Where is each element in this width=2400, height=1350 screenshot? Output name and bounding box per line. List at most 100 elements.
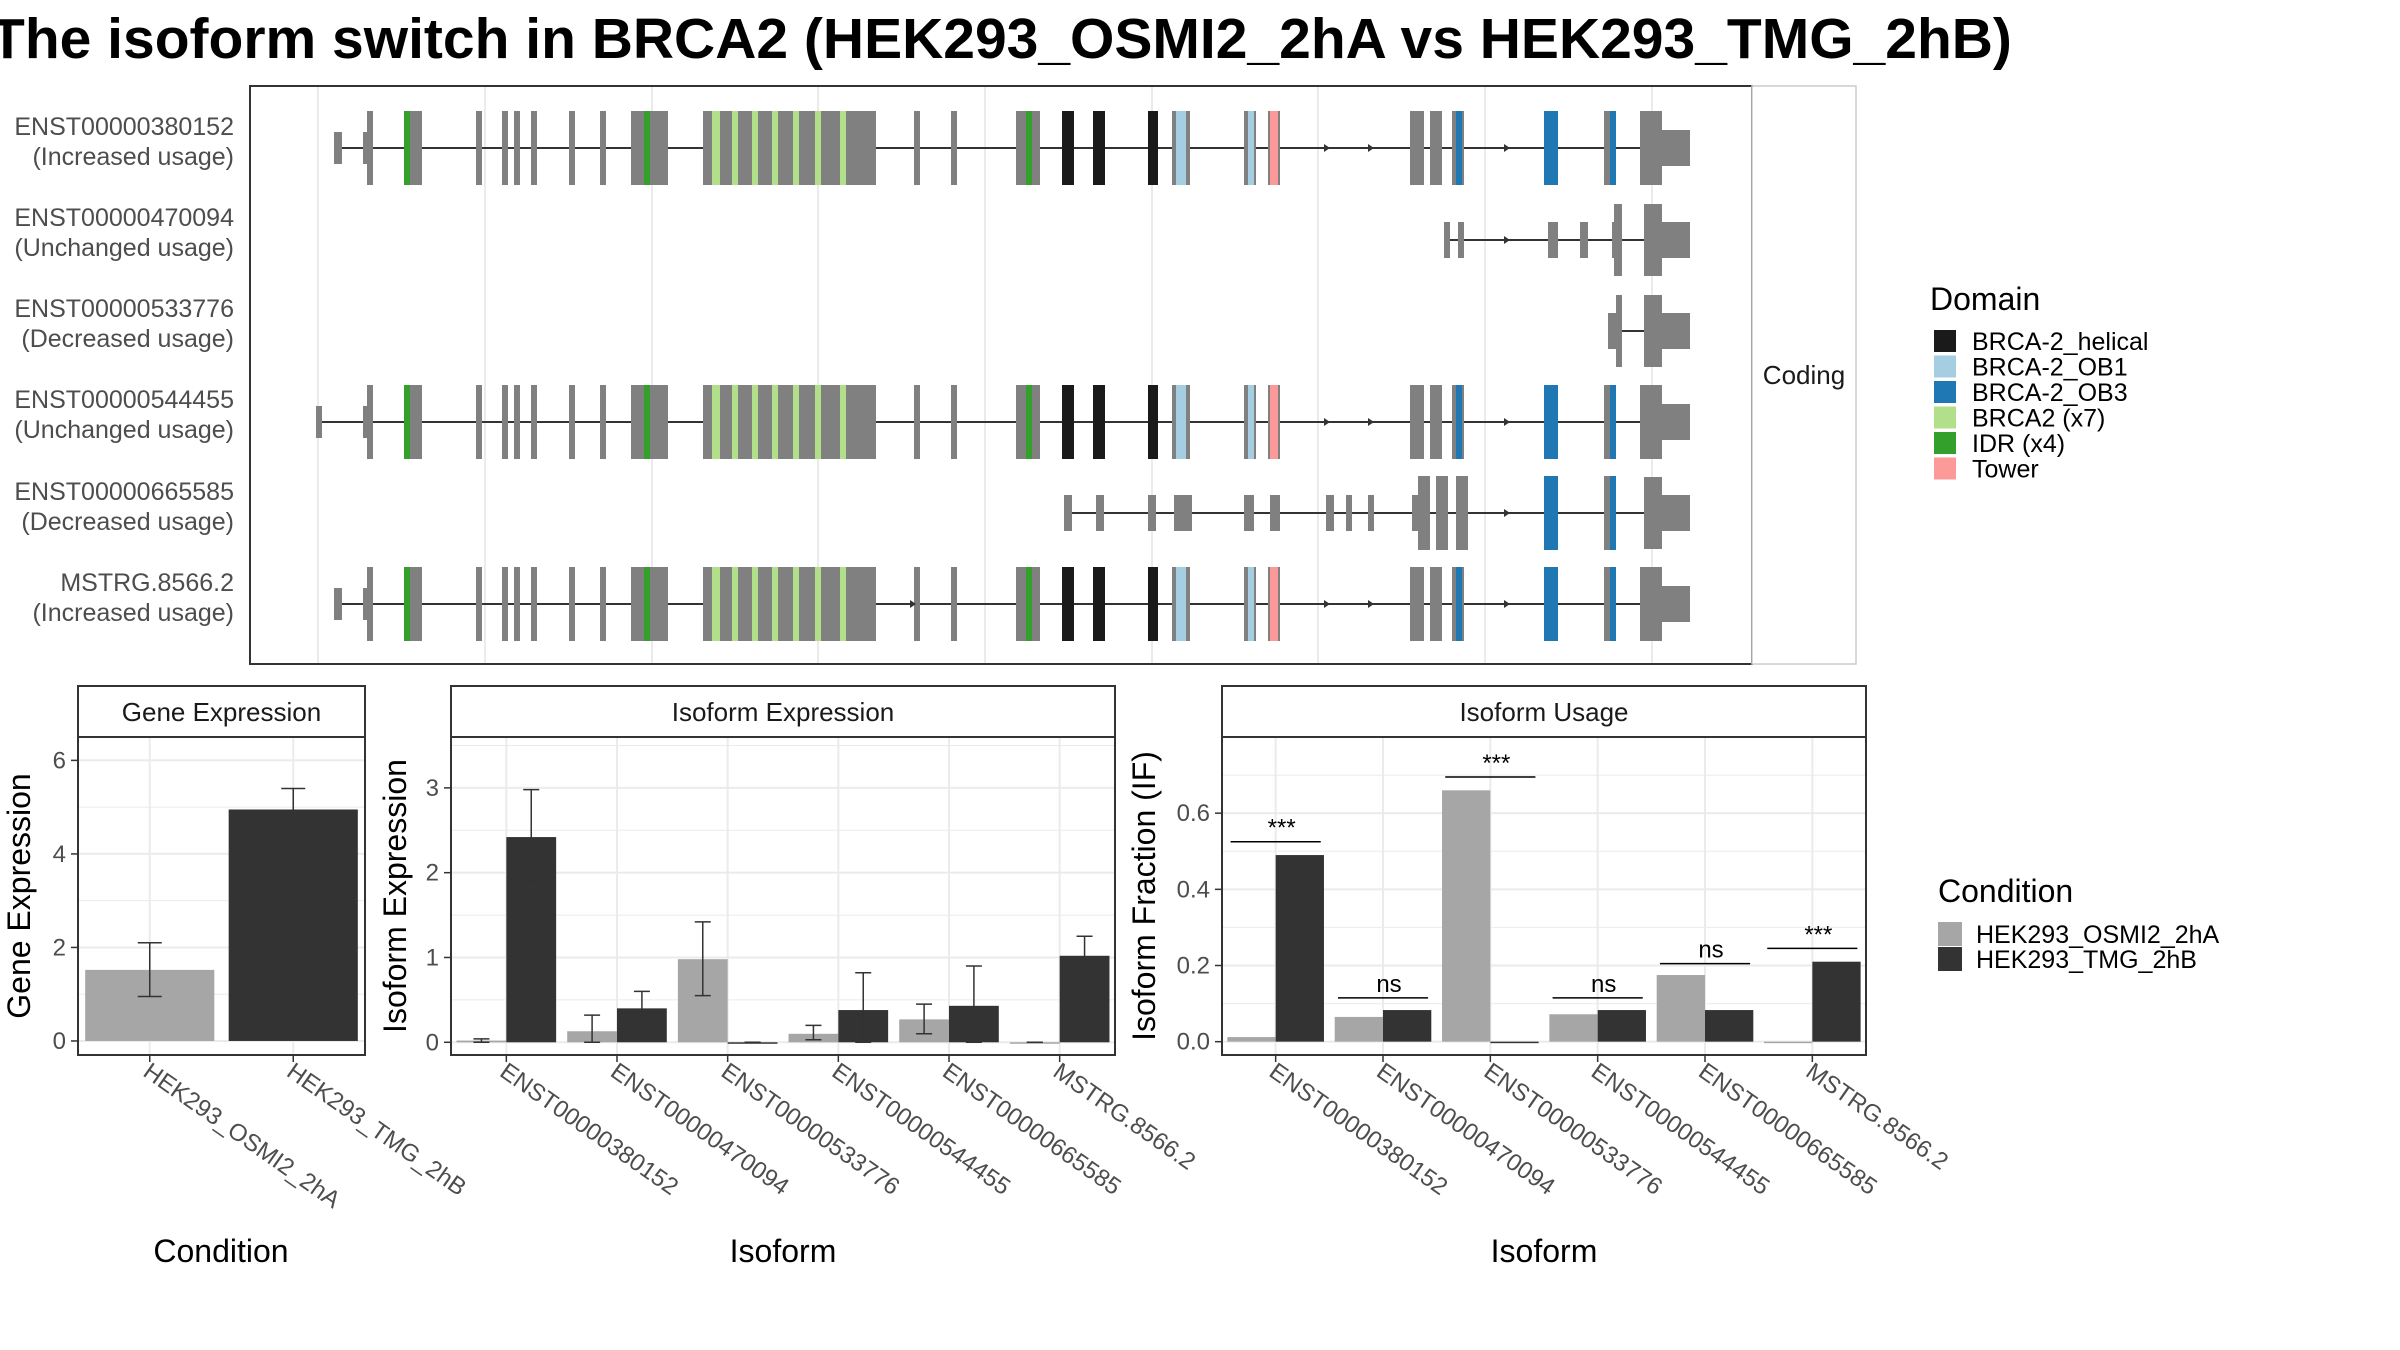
- transcript-rows: ENST00000380152(Increased usage)ENST0000…: [14, 111, 1690, 641]
- y-axis-title: Gene Expression: [1, 773, 37, 1018]
- domain-box: [772, 111, 778, 185]
- exon-box: [914, 567, 920, 641]
- domain-box: [732, 111, 738, 185]
- domain-box: [1026, 567, 1032, 641]
- domain-box: [1544, 385, 1558, 459]
- y-tick-label: 0.4: [1177, 876, 1210, 903]
- domain-legend-item: BRCA-2_helical: [1934, 328, 2148, 356]
- y-tick-label: 4: [53, 841, 66, 868]
- bar: [1275, 855, 1324, 1042]
- domain-box: [793, 111, 799, 185]
- exon-box: [914, 385, 920, 459]
- domain-legend-item: BRCA-2_OB3: [1934, 379, 2128, 407]
- transcript-row: ENST00000533776(Decreased usage): [14, 295, 1690, 367]
- exon-box: [367, 567, 373, 641]
- domain-box: [1248, 385, 1254, 459]
- exon-box: [1368, 495, 1374, 531]
- strand-arrow: [1368, 144, 1374, 152]
- transcript-usage-label: (Increased usage): [32, 143, 234, 171]
- chart-title: Isoform Expression: [672, 697, 895, 727]
- y-tick-label: 3: [426, 775, 439, 802]
- y-axis-title: Isoform Fraction (IF): [1126, 751, 1162, 1041]
- exon-box: [363, 132, 369, 164]
- domain-legend-item: IDR (x4): [1934, 430, 2065, 458]
- exon-box: [476, 385, 482, 459]
- exon-box: [531, 385, 537, 459]
- bar-charts: Gene Expression0246HEK293_OSMI2_2hAHEK29…: [1, 685, 1953, 1269]
- exon-box: [1418, 476, 1430, 550]
- exon-box: [951, 385, 957, 459]
- domain-box: [712, 385, 720, 459]
- domain-box: [1544, 567, 1558, 641]
- domain-box: [815, 385, 821, 459]
- exon-box: [1326, 495, 1334, 531]
- plot-border: [1221, 736, 1867, 1056]
- domain-box: [1062, 385, 1074, 459]
- chart-2: Isoform Usage *** ns *** ns ns *** 0.0 0.2 0.4 0.6…: [1126, 685, 1953, 1269]
- transcript-id-label: ENST00000380152: [14, 113, 234, 141]
- transcript-id-label: ENST00000470094: [14, 204, 234, 232]
- domain-box: [1248, 111, 1254, 185]
- domain-box: [1026, 385, 1032, 459]
- exon-box: [703, 567, 876, 641]
- exon-box: [531, 111, 537, 185]
- legend-swatch: [1938, 947, 1962, 971]
- exon-box: [569, 111, 575, 185]
- transcript-usage-label: (Decreased usage): [21, 508, 234, 536]
- exon-box: [600, 385, 606, 459]
- chart-strip: [450, 685, 1116, 738]
- exon-box: [1616, 295, 1622, 367]
- legend-swatch: [1938, 922, 1962, 946]
- domain-box: [1148, 385, 1158, 459]
- domain-box: [1176, 567, 1186, 641]
- domain-box: [644, 385, 650, 459]
- plot-area: [451, 737, 1115, 1055]
- domain-box: [1093, 111, 1105, 185]
- transcript-usage-label: (Increased usage): [32, 599, 234, 627]
- significance-marker: ***: [1230, 815, 1321, 843]
- exon-box: [502, 385, 508, 459]
- legend-label: BRCA-2_helical: [1972, 328, 2148, 356]
- bar: [1334, 1016, 1383, 1042]
- exon-box: [476, 567, 482, 641]
- utr-box: [1660, 586, 1690, 622]
- x-tick-label: ENST00000665585: [938, 1058, 1126, 1201]
- transcript-row: ENST00000380152(Increased usage): [14, 111, 1690, 185]
- y-tick-label: 0: [426, 1029, 439, 1056]
- y-tick-label: 2: [53, 934, 66, 961]
- domain-box: [1176, 385, 1186, 459]
- strand-arrow: [1504, 600, 1510, 608]
- domain-legend-item: BRCA2 (x7): [1934, 405, 2105, 433]
- domain-box: [1544, 476, 1558, 550]
- domain-box: [1456, 385, 1462, 459]
- exon-box: [367, 385, 373, 459]
- transcript-usage-label: (Decreased usage): [21, 325, 234, 353]
- facet-strip: [1751, 85, 1857, 665]
- legend-label: IDR (x4): [1972, 430, 2065, 458]
- significance-marker: ns: [1659, 937, 1751, 965]
- strand-arrow: [1504, 144, 1510, 152]
- transcript-id-label: ENST00000544455: [14, 386, 234, 414]
- exon-box: [334, 588, 342, 620]
- exon-box: [569, 567, 575, 641]
- bar: [1597, 1010, 1646, 1042]
- exon-box: [600, 111, 606, 185]
- y-tick-label: 0.6: [1177, 800, 1210, 827]
- exon-box: [514, 567, 520, 641]
- significance-marker: ns: [1337, 971, 1429, 999]
- domain-box: [752, 111, 758, 185]
- significance-marker: ***: [1445, 750, 1536, 778]
- exon-box: [1174, 495, 1192, 531]
- exon-box: [363, 588, 369, 620]
- chart-strip: [77, 685, 366, 738]
- domain-box: [1610, 476, 1616, 550]
- domain-box: [1610, 111, 1616, 185]
- facet-label-coding: Coding: [1763, 360, 1845, 390]
- legend-label: BRCA2 (x7): [1972, 405, 2105, 433]
- domain-box: [1026, 111, 1032, 185]
- bar: [1764, 1041, 1813, 1044]
- x-tick-label: ENST00000544455: [827, 1058, 1015, 1201]
- domain-box: [1176, 111, 1186, 185]
